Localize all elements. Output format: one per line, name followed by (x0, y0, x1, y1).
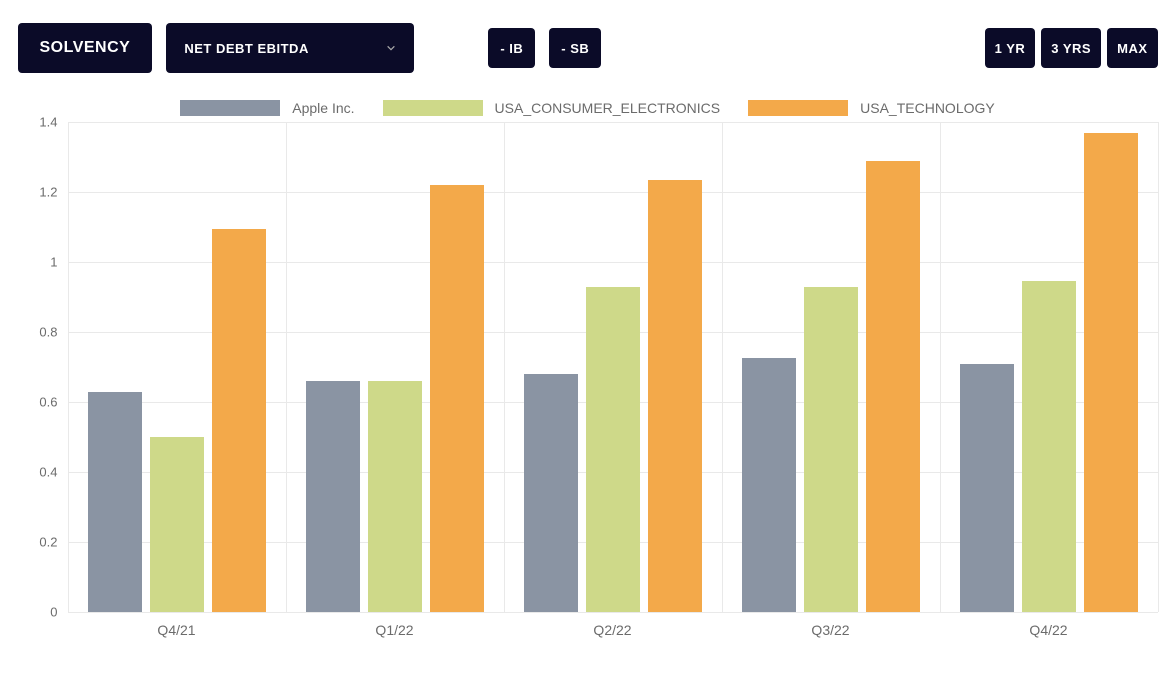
y-tick-label: 0.6 (39, 395, 67, 410)
x-tick-label: Q4/22 (1029, 612, 1067, 638)
x-tick-label: Q1/22 (375, 612, 413, 638)
bar (212, 229, 266, 612)
legend-item[interactable]: USA_CONSUMER_ELECTRONICS (383, 100, 721, 116)
bar (524, 374, 578, 612)
chart-legend: Apple Inc. USA_CONSUMER_ELECTRONICS USA_TE… (18, 100, 1158, 116)
bar (866, 161, 920, 613)
y-tick-label: 1.4 (39, 115, 67, 130)
y-tick-label: 0.2 (39, 535, 67, 550)
solvency-button[interactable]: SOLVENCY (18, 23, 153, 73)
legend-swatch (180, 100, 280, 116)
bar (960, 364, 1014, 613)
range-1yr-button[interactable]: 1 YR (985, 28, 1036, 68)
range-max-button[interactable]: MAX (1107, 28, 1157, 68)
legend-item[interactable]: Apple Inc. (180, 100, 354, 116)
bar (430, 185, 484, 612)
bar (1084, 133, 1138, 613)
metric-dropdown-label: NET DEBT EBITDA (184, 41, 309, 56)
bar (150, 437, 204, 612)
legend-swatch (748, 100, 848, 116)
group-divider (722, 122, 723, 612)
bar (1022, 281, 1076, 612)
range-group: 1 YR 3 YRS MAX (985, 28, 1158, 68)
gridline (68, 192, 1158, 193)
bar (368, 381, 422, 612)
range-3yrs-button[interactable]: 3 YRS (1041, 28, 1101, 68)
legend-label: USA_CONSUMER_ELECTRONICS (495, 100, 721, 116)
metric-dropdown[interactable]: NET DEBT EBITDA (166, 23, 414, 73)
y-tick-label: 1.2 (39, 185, 67, 200)
x-tick-label: Q4/21 (157, 612, 195, 638)
group-divider (504, 122, 505, 612)
x-tick-label: Q3/22 (811, 612, 849, 638)
toolbar: SOLVENCY NET DEBT EBITDA - IB - SB 1 YR … (18, 22, 1158, 74)
legend-item[interactable]: USA_TECHNOLOGY (748, 100, 995, 116)
bar (88, 392, 142, 613)
legend-label: Apple Inc. (292, 100, 354, 116)
y-tick-label: 1 (50, 255, 67, 270)
group-divider (286, 122, 287, 612)
group-divider (68, 122, 69, 612)
bar (742, 358, 796, 612)
y-tick-label: 0.4 (39, 465, 67, 480)
group-divider (1158, 122, 1159, 612)
x-tick-label: Q2/22 (593, 612, 631, 638)
chevron-down-icon (386, 43, 396, 53)
chart-plot-area: 00.20.40.60.811.21.4Q4/21Q1/22Q2/22Q3/22… (68, 122, 1158, 612)
minus-ib-button[interactable]: - IB (488, 28, 535, 68)
gridline (68, 122, 1158, 123)
solvency-chart: 00.20.40.60.811.21.4Q4/21Q1/22Q2/22Q3/22… (18, 122, 1158, 652)
minus-sb-button[interactable]: - SB (549, 28, 601, 68)
legend-swatch (383, 100, 483, 116)
bar (804, 287, 858, 613)
legend-label: USA_TECHNOLOGY (860, 100, 995, 116)
bar (586, 287, 640, 613)
bar (648, 180, 702, 612)
group-divider (940, 122, 941, 612)
bar (306, 381, 360, 612)
y-tick-label: 0.8 (39, 325, 67, 340)
y-tick-label: 0 (50, 605, 67, 620)
